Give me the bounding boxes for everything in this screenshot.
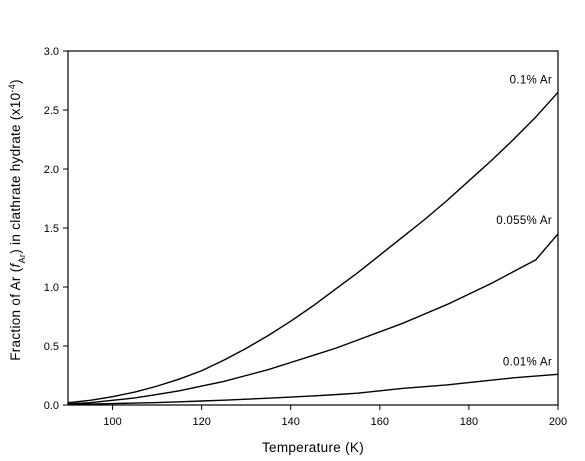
y-tick-label: 1.0 <box>44 282 59 294</box>
y-tick-label: 2.0 <box>44 164 59 176</box>
series-labels: 0.1% Ar 0.055% Ar 0.01% Ar <box>496 74 552 368</box>
series-lines <box>67 91 559 406</box>
series-line <box>67 91 559 404</box>
series-label: 0.01% Ar <box>503 356 552 368</box>
plot-frame <box>67 50 559 406</box>
x-tick-label: 120 <box>192 416 210 428</box>
series-label: 0.055% Ar <box>496 215 552 227</box>
y-axis-label-middle: ) in clathrate hydrate (x10 <box>8 93 23 254</box>
series-label: 0.1% Ar <box>510 74 552 86</box>
y-axis-label-italic: f <box>8 262 23 267</box>
y-axis-label-superscript: -4 <box>7 84 17 93</box>
x-tick-label: 180 <box>460 416 478 428</box>
y-axis-label: Fraction of Ar (fAr) in clathrate hydrat… <box>7 79 27 361</box>
x-tick-label: 100 <box>103 416 121 428</box>
series-line <box>67 373 559 406</box>
y-tick-label: 2.5 <box>44 105 59 117</box>
y-tick-label: 0.0 <box>44 400 59 412</box>
x-tick-label: 140 <box>282 416 300 428</box>
x-tick-label: 200 <box>549 416 567 428</box>
x-tick-label: 160 <box>371 416 389 428</box>
y-tick-label: 0.5 <box>44 341 59 353</box>
y-axis-label-subscript: Ar <box>17 254 27 264</box>
y-tick-label: 1.5 <box>44 223 59 235</box>
x-axis-label: Temperature (K) <box>262 440 364 455</box>
y-tick-label: 3.0 <box>44 46 59 58</box>
y-axis-label-suffix: ) <box>8 79 23 84</box>
series-line <box>67 233 559 405</box>
y-axis-label-prefix: Fraction of Ar ( <box>8 267 23 361</box>
axis-ticks: 100 120 140 160 180 200 0.0 0.5 1.0 1.5 2.0 2.5 3.0 <box>44 46 567 428</box>
